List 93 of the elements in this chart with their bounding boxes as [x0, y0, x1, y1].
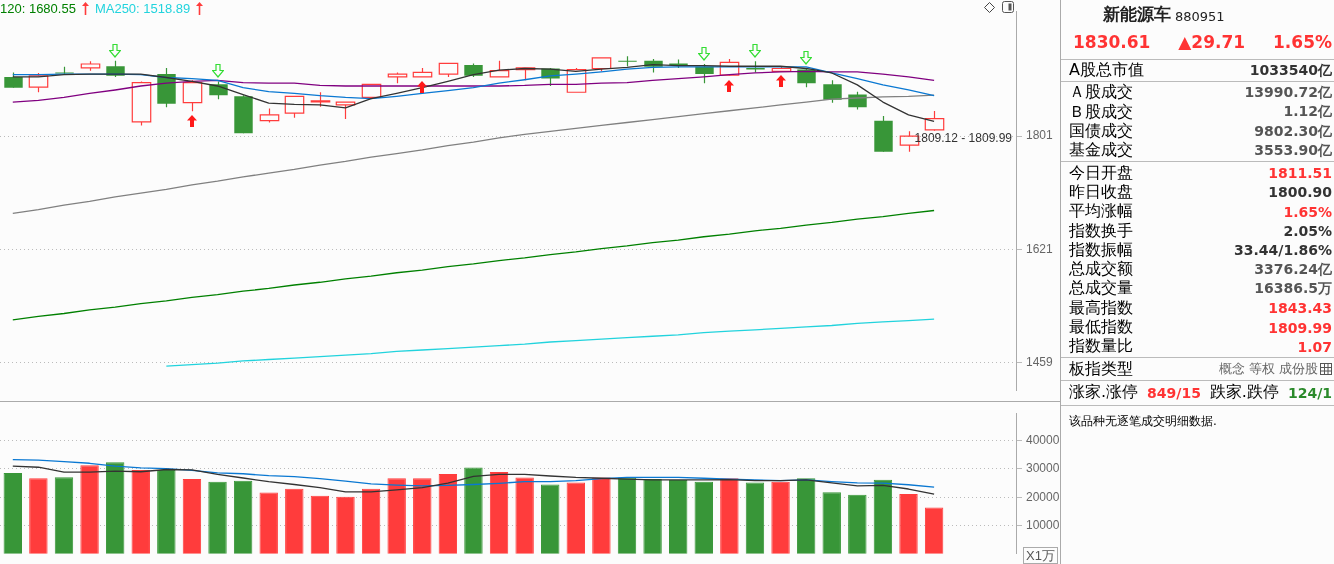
y-tick-label: 40000	[1026, 432, 1060, 447]
bar	[899, 494, 918, 554]
bar	[822, 492, 841, 554]
bar	[387, 478, 406, 554]
y-tick-label: 1621	[1026, 241, 1054, 256]
text: 1.07	[1297, 338, 1332, 355]
bar	[310, 495, 330, 554]
bar	[643, 479, 662, 554]
text: 总成交量	[1069, 278, 1133, 299]
bar	[924, 507, 944, 554]
text: 880951	[1175, 9, 1225, 26]
y-tick-label: 10000	[1026, 517, 1060, 532]
text: 指数换手	[1069, 220, 1133, 242]
text: 1800.90	[1268, 184, 1332, 201]
text: 板指类型	[1069, 358, 1133, 380]
bar	[541, 484, 560, 554]
bar	[720, 478, 739, 554]
text: 总成交额	[1069, 259, 1133, 279]
text: 120: 1680.55	[0, 1, 76, 16]
bar	[745, 482, 765, 554]
text: 平均涨幅	[1069, 201, 1133, 222]
bar	[80, 465, 99, 554]
text: 昨日收盘	[1069, 181, 1133, 203]
text: Ｂ股成交	[1069, 101, 1133, 122]
annotation: 1809.12 - 1809.99	[914, 131, 1013, 146]
text: 1.12亿	[1283, 103, 1332, 122]
bar	[617, 477, 637, 554]
text: 国债成交	[1069, 121, 1133, 141]
bar	[592, 477, 611, 554]
text: 该品种无逐笔成交明细数据.	[1069, 413, 1217, 428]
text: 1033540亿	[1249, 61, 1332, 80]
text: 今日开盘	[1069, 162, 1133, 184]
text: 3376.24亿	[1254, 260, 1332, 279]
bar	[131, 470, 150, 554]
text: 概念 等权 成份股	[1218, 360, 1318, 379]
text: 指数量比	[1069, 336, 1133, 358]
bar	[438, 474, 458, 554]
bar	[489, 472, 509, 554]
bar	[3, 472, 23, 554]
bar	[361, 488, 381, 554]
y-tick-label: 30000	[1026, 461, 1060, 476]
bar	[515, 477, 534, 554]
bar	[233, 480, 253, 554]
bar	[105, 462, 125, 554]
text: ▲29.71	[1178, 32, 1246, 52]
text: A股总市值	[1069, 60, 1144, 82]
text: 2.05%	[1283, 223, 1332, 240]
bar	[259, 492, 278, 554]
text: 1.65%	[1283, 203, 1332, 220]
y-tick-label: 1459	[1026, 354, 1054, 369]
text: 新能源车	[1103, 3, 1171, 26]
text: 1811.51	[1268, 165, 1332, 182]
text: 跌家.跌停	[1209, 382, 1279, 404]
bar	[848, 494, 867, 554]
text: 最低指数	[1069, 317, 1133, 338]
candlestick	[823, 79, 842, 104]
y-tick-label: 20000	[1026, 489, 1060, 504]
text: 13990.72亿	[1244, 83, 1332, 102]
bar	[668, 479, 688, 554]
text: 1809.99	[1268, 319, 1332, 336]
bar	[694, 481, 713, 554]
text: 16386.5万	[1254, 279, 1332, 298]
bar	[464, 467, 483, 554]
text: 9802.30亿	[1254, 122, 1332, 141]
text: 849/15	[1147, 384, 1201, 401]
bar	[796, 478, 816, 554]
bar	[157, 470, 176, 554]
text: Ａ股成交	[1069, 82, 1133, 103]
bar	[413, 478, 432, 554]
text: 最高指数	[1069, 297, 1133, 319]
text: 基金成交	[1069, 140, 1133, 162]
bar	[873, 479, 893, 554]
bar	[29, 478, 48, 554]
text: 1843.43	[1268, 300, 1332, 317]
candlestick	[695, 63, 714, 84]
text: MA250: 1518.89	[94, 1, 191, 16]
candlestick	[797, 67, 816, 88]
text: 124/1	[1287, 384, 1332, 401]
text: 33.44/1.86%	[1234, 242, 1332, 259]
text: 1.65%	[1273, 32, 1332, 52]
bar	[566, 482, 586, 554]
text: 指数振幅	[1069, 239, 1133, 260]
y-tick-label: 1801	[1026, 128, 1054, 143]
y-axis-title: X1万	[1023, 547, 1058, 564]
text: 3553.90亿	[1254, 141, 1332, 160]
bar	[208, 481, 227, 554]
bar	[182, 479, 202, 554]
text: 涨家.涨停	[1069, 382, 1139, 404]
bar	[54, 477, 74, 554]
bar	[336, 496, 355, 554]
bar	[771, 481, 790, 554]
bar	[285, 488, 304, 554]
text: 1830.61	[1073, 32, 1151, 52]
